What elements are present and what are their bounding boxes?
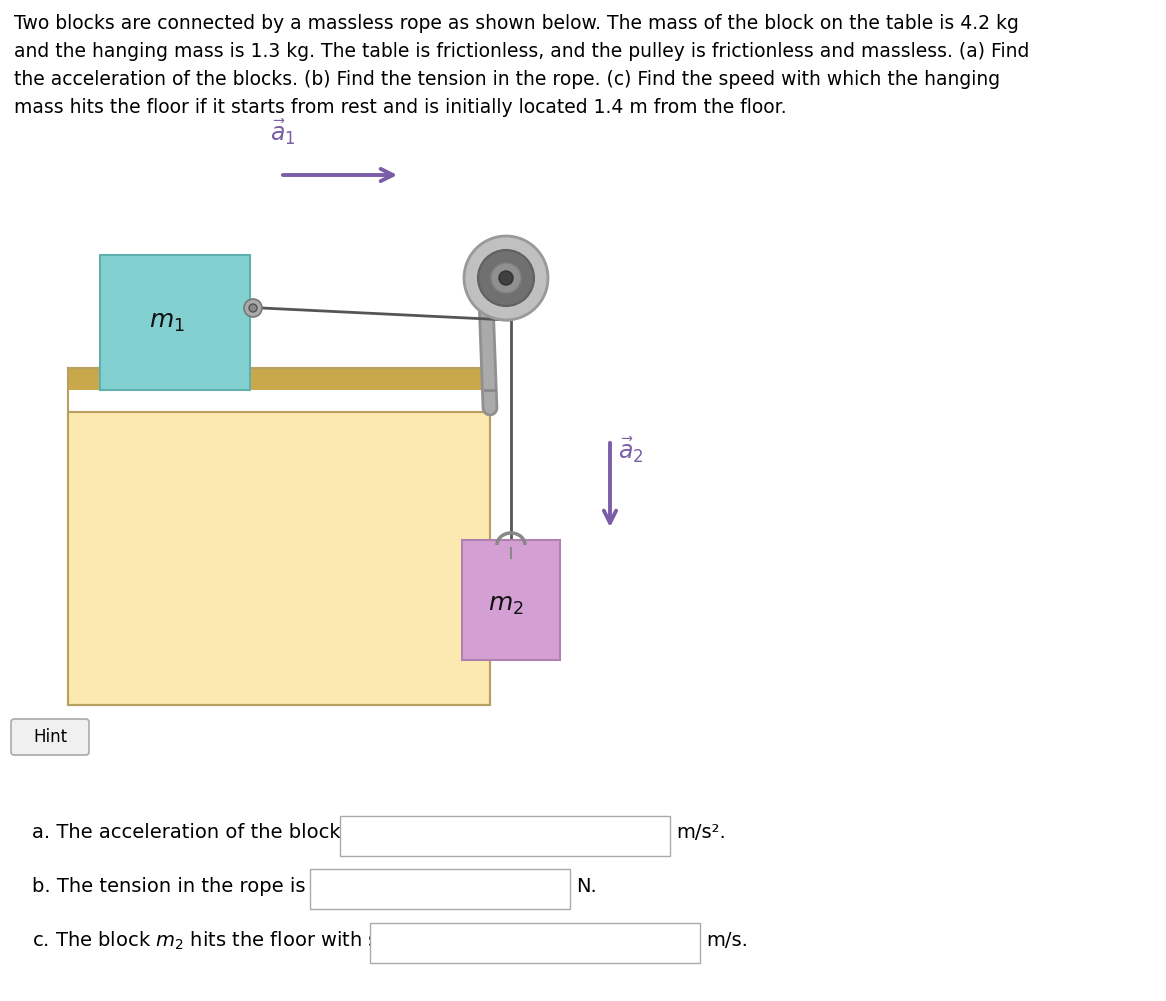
Bar: [310, 869, 570, 909]
Bar: [68, 412, 490, 705]
Circle shape: [464, 236, 548, 320]
Bar: [100, 255, 250, 390]
Text: m/s.: m/s.: [705, 931, 747, 950]
Text: m/s².: m/s².: [676, 824, 725, 843]
Bar: [370, 923, 700, 963]
Circle shape: [250, 304, 257, 312]
Text: Hint: Hint: [33, 728, 68, 746]
Circle shape: [244, 299, 262, 317]
Text: b. The tension in the rope is: b. The tension in the rope is: [31, 877, 305, 896]
Bar: [462, 540, 560, 660]
Circle shape: [478, 250, 534, 306]
Text: a. The acceleration of the blocks is: a. The acceleration of the blocks is: [31, 824, 373, 843]
Text: Two blocks are connected by a massless rope as shown below. The mass of the bloc: Two blocks are connected by a massless r…: [14, 14, 1030, 117]
Circle shape: [491, 263, 521, 293]
Text: N.: N.: [576, 877, 597, 896]
Bar: [340, 816, 670, 856]
Text: $m_2$: $m_2$: [489, 593, 524, 617]
FancyBboxPatch shape: [10, 719, 89, 755]
Text: $\vec{a}_1$: $\vec{a}_1$: [271, 117, 296, 147]
Text: $\vec{a}_2$: $\vec{a}_2$: [618, 435, 644, 464]
Bar: [68, 368, 490, 390]
Text: $m_1$: $m_1$: [149, 310, 185, 334]
Text: c. The block $m_2$ hits the floor with speed: c. The block $m_2$ hits the floor with s…: [31, 929, 427, 952]
Circle shape: [499, 271, 513, 285]
